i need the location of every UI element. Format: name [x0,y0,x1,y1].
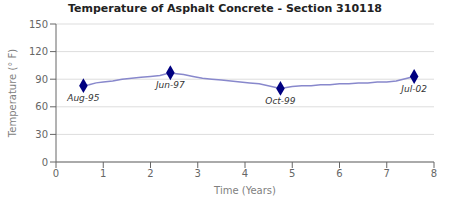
svg-text:Temperature (° F): Temperature (° F) [8,49,18,138]
svg-text:8: 8 [431,168,437,179]
svg-text:150: 150 [29,19,48,30]
svg-text:Aug-95: Aug-95 [66,93,100,103]
svg-text:Oct-99: Oct-99 [265,96,296,106]
svg-text:0: 0 [53,168,59,179]
svg-text:30: 30 [35,129,48,140]
svg-text:120: 120 [29,46,48,57]
svg-text:1: 1 [100,168,106,179]
svg-text:2: 2 [147,168,153,179]
svg-text:0: 0 [42,157,48,168]
html-text:Temperature of Asphalt Concret: Temperature of Asphalt Concrete - Sectio… [68,2,382,15]
svg-text:Time (Years): Time (Years) [213,185,276,196]
svg-text:6: 6 [336,168,342,179]
svg-text:60: 60 [35,101,48,112]
svg-text:7: 7 [384,168,390,179]
svg-text:3: 3 [195,168,201,179]
svg-text:Jul-02: Jul-02 [399,84,427,94]
svg-text:4: 4 [242,168,248,179]
svg-text:90: 90 [35,74,48,85]
svg-text:Jun-97: Jun-97 [154,80,185,90]
svg-text:5: 5 [289,168,295,179]
